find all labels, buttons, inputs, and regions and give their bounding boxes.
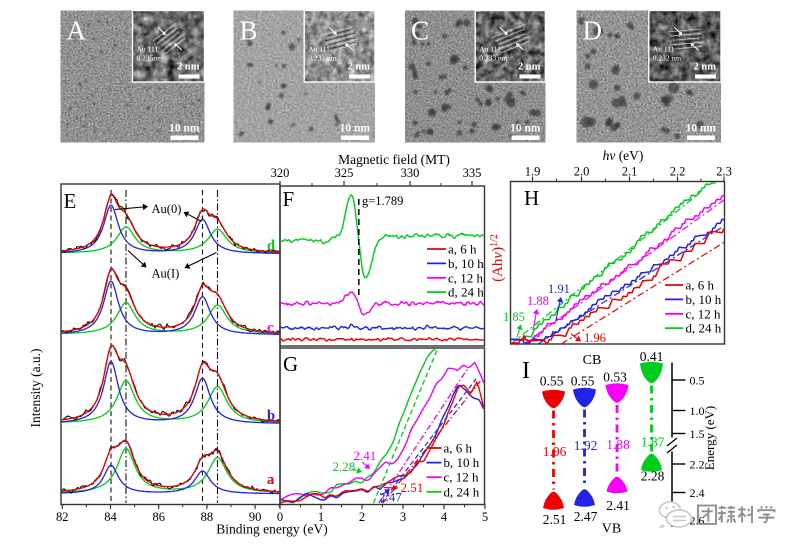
svg-text:2: 2 — [359, 510, 365, 524]
svg-text:d: d — [267, 238, 275, 254]
svg-text:c, 12 h: c, 12 h — [448, 270, 484, 285]
svg-text:E: E — [64, 189, 77, 213]
svg-text:10 nm: 10 nm — [169, 123, 200, 135]
svg-text:0.232 nm: 0.232 nm — [308, 54, 337, 63]
svg-text:C: C — [411, 16, 429, 46]
svg-text:5: 5 — [482, 510, 488, 524]
svg-text:Binding energy (eV): Binding energy (eV) — [216, 522, 327, 537]
svg-text:1.87: 1.87 — [641, 435, 665, 450]
svg-text:Au 111: Au 111 — [308, 45, 330, 54]
svg-text:2.47: 2.47 — [574, 509, 598, 524]
svg-text:b, 10 h: b, 10 h — [448, 256, 484, 271]
svg-text:A: A — [67, 16, 87, 46]
svg-text:b: b — [267, 408, 275, 424]
svg-text:2.51: 2.51 — [401, 480, 424, 495]
svg-text:Intensity (a.u.): Intensity (a.u.) — [28, 348, 43, 427]
svg-text:90: 90 — [249, 510, 262, 524]
svg-text:82: 82 — [56, 510, 69, 524]
svg-text:b, 10 h: b, 10 h — [686, 292, 722, 307]
svg-text:2.2: 2.2 — [670, 165, 686, 179]
svg-text:a, 6 h: a, 6 h — [448, 242, 477, 257]
svg-text:Au(I): Au(I) — [152, 267, 180, 281]
svg-text:1.0: 1.0 — [690, 404, 705, 418]
svg-text:a: a — [267, 472, 275, 488]
svg-text:2.41: 2.41 — [606, 498, 630, 513]
svg-text:1.88: 1.88 — [606, 437, 630, 452]
svg-text:1.88: 1.88 — [527, 294, 549, 308]
svg-text:D: D — [583, 16, 603, 46]
svg-text:10 nm: 10 nm — [510, 123, 541, 135]
svg-text:G: G — [283, 352, 298, 376]
svg-text:I: I — [522, 358, 530, 384]
svg-text:H: H — [524, 186, 539, 210]
svg-text:Au 111: Au 111 — [479, 45, 501, 54]
svg-text:0.55: 0.55 — [540, 374, 564, 389]
svg-text:84: 84 — [104, 510, 117, 524]
svg-text:1: 1 — [318, 510, 324, 524]
svg-text:1.9: 1.9 — [525, 165, 541, 179]
svg-text:1.91: 1.91 — [548, 282, 570, 296]
svg-text:325: 325 — [335, 166, 354, 180]
svg-text:0.41: 0.41 — [640, 349, 664, 364]
svg-text:g=1.789: g=1.789 — [362, 194, 403, 208]
svg-text:VB: VB — [602, 522, 621, 537]
svg-text:Au 111: Au 111 — [137, 45, 159, 54]
svg-text:2 nm: 2 nm — [518, 62, 541, 73]
svg-text:d, 24 h: d, 24 h — [444, 484, 480, 499]
svg-text:335: 335 — [463, 166, 482, 180]
svg-text:2.41: 2.41 — [354, 448, 377, 463]
svg-text:B: B — [240, 16, 258, 46]
svg-text:Au(0): Au(0) — [152, 202, 182, 216]
svg-text:a, 6 h: a, 6 h — [444, 441, 473, 456]
svg-text:c, 12 h: c, 12 h — [444, 470, 480, 485]
svg-text:330: 330 — [401, 166, 420, 180]
svg-text:320: 320 — [271, 166, 290, 180]
svg-text:0: 0 — [277, 510, 283, 524]
svg-text:Magnetic field (MT): Magnetic field (MT) — [338, 152, 450, 167]
svg-text:0.235nm: 0.235nm — [137, 54, 164, 63]
svg-text:2 nm: 2 nm — [177, 62, 200, 73]
svg-text:2.0: 2.0 — [574, 165, 590, 179]
svg-text:2.47: 2.47 — [379, 490, 402, 505]
svg-text:2.4: 2.4 — [690, 486, 705, 500]
svg-text:2.1: 2.1 — [622, 165, 638, 179]
svg-text:b, 10 h: b, 10 h — [444, 455, 480, 470]
svg-text:1.96: 1.96 — [543, 444, 567, 459]
svg-text:2 nm: 2 nm — [694, 62, 717, 73]
svg-text:4: 4 — [441, 510, 448, 524]
svg-text:10 nm: 10 nm — [340, 123, 371, 135]
svg-text:hv (eV): hv (eV) — [603, 148, 644, 163]
svg-text:86: 86 — [152, 510, 165, 524]
svg-text:c: c — [267, 320, 274, 336]
svg-text:2.28: 2.28 — [641, 469, 665, 484]
svg-text:2.28: 2.28 — [333, 459, 356, 474]
svg-text:1.92: 1.92 — [574, 438, 598, 453]
svg-text:d, 24 h: d, 24 h — [686, 321, 722, 336]
svg-text:88: 88 — [201, 510, 214, 524]
svg-text:1.85: 1.85 — [503, 310, 525, 324]
svg-text:3: 3 — [400, 510, 406, 524]
svg-text:d, 24 h: d, 24 h — [448, 285, 484, 300]
svg-text:CB: CB — [583, 353, 602, 368]
svg-text:2.3: 2.3 — [716, 165, 732, 179]
svg-text:Energy (eV): Energy (eV) — [702, 406, 717, 470]
svg-text:0.233 nm: 0.233 nm — [479, 54, 508, 63]
svg-text:c, 12 h: c, 12 h — [686, 306, 722, 321]
svg-text:1.5: 1.5 — [690, 427, 705, 441]
svg-text:0.232 nm: 0.232 nm — [653, 54, 682, 63]
svg-text:0.5: 0.5 — [690, 374, 705, 388]
svg-text:F: F — [283, 187, 295, 211]
svg-text:2.2: 2.2 — [690, 458, 705, 472]
svg-text:0.55: 0.55 — [571, 374, 595, 389]
svg-text:2 nm: 2 nm — [348, 62, 371, 73]
svg-text:2.51: 2.51 — [543, 512, 567, 527]
svg-text:Au 111: Au 111 — [653, 45, 675, 54]
svg-text:a, 6 h: a, 6 h — [686, 278, 715, 293]
svg-text:10 nm: 10 nm — [686, 123, 717, 135]
svg-text:0.53: 0.53 — [603, 370, 627, 385]
svg-text:1.96: 1.96 — [584, 331, 606, 345]
